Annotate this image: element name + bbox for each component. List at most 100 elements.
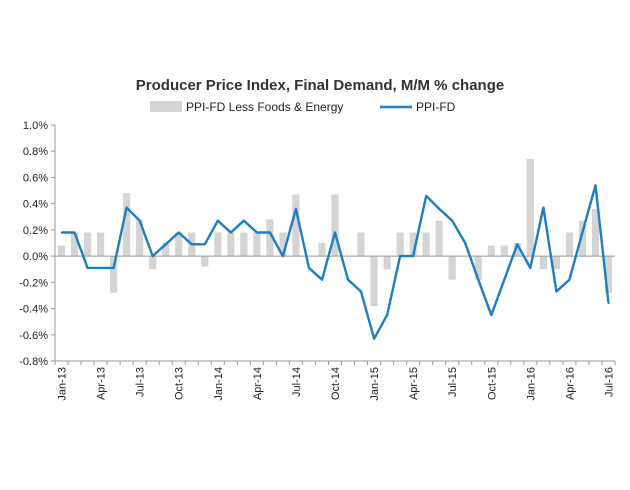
- line-point: [177, 231, 180, 234]
- y-tick-label: 0.4%: [23, 199, 48, 211]
- line-point: [125, 206, 128, 209]
- line-point: [99, 267, 102, 269]
- line-point: [490, 314, 493, 316]
- bar: [526, 159, 534, 257]
- x-tick-label: Jul-13: [135, 367, 147, 397]
- bar: [201, 256, 209, 267]
- line-point: [373, 337, 375, 340]
- bar: [279, 232, 287, 257]
- y-tick-label: -0.4%: [19, 304, 48, 316]
- line-point: [529, 267, 532, 269]
- line-point: [516, 243, 519, 246]
- line-point: [347, 278, 349, 281]
- line-point: [386, 314, 388, 316]
- y-tick-label: 0.6%: [23, 172, 48, 184]
- y-tick-label: -0.8%: [19, 356, 48, 368]
- line-point: [216, 219, 219, 222]
- line-point: [203, 243, 206, 246]
- bar: [500, 245, 508, 257]
- bar: [57, 245, 66, 257]
- bar: [97, 232, 105, 257]
- bar: [83, 232, 92, 257]
- line-point: [360, 290, 362, 293]
- bar: [175, 232, 183, 257]
- x-tick-label: Jan-14: [213, 367, 225, 401]
- bar: [370, 256, 378, 306]
- bar-series: [57, 159, 613, 306]
- bar: [357, 232, 365, 257]
- line-point: [594, 184, 597, 187]
- bar: [110, 256, 118, 293]
- bar: [136, 219, 144, 257]
- bar: [292, 194, 300, 257]
- bar: [396, 232, 404, 257]
- line-point: [190, 243, 193, 246]
- legend-line-label: PPI-FD: [416, 100, 456, 114]
- bar: [513, 243, 521, 257]
- y-tick-label: 0.8%: [23, 146, 48, 158]
- line-point: [607, 302, 610, 305]
- bar: [604, 256, 613, 293]
- line-point: [269, 231, 271, 234]
- x-tick-label: Oct-15: [486, 367, 498, 400]
- line-point: [295, 208, 297, 210]
- y-tick-label: 0.0%: [23, 251, 48, 263]
- bar: [214, 232, 222, 257]
- bar: [565, 232, 573, 257]
- bar: [383, 256, 391, 270]
- line-point: [334, 231, 336, 234]
- y-tick-label: 1.0%: [23, 120, 48, 132]
- x-tick-label: Jan-16: [525, 367, 537, 401]
- line-point: [256, 231, 258, 234]
- line-point: [555, 290, 558, 293]
- y-tick-label: -0.2%: [19, 277, 48, 289]
- line-point: [542, 206, 545, 209]
- bar: [409, 232, 417, 257]
- x-tick-label: Jan-15: [369, 367, 381, 401]
- legend-bar-label: PPI-FD Less Foods & Energy: [186, 100, 343, 114]
- line-point: [112, 267, 115, 269]
- line-point: [230, 231, 232, 234]
- line-point: [60, 231, 63, 234]
- x-tick-label: Oct-14: [330, 367, 342, 400]
- bar: [448, 256, 456, 280]
- line-point: [243, 219, 245, 222]
- bar: [70, 232, 79, 257]
- bar: [240, 232, 248, 257]
- x-tick-label: Jul-16: [603, 367, 615, 397]
- bar: [318, 243, 326, 257]
- line-point: [581, 231, 584, 234]
- bar: [162, 243, 170, 257]
- line-point: [151, 255, 154, 257]
- bar: [123, 193, 131, 257]
- line-point: [568, 278, 571, 281]
- bar: [474, 256, 482, 280]
- y-tick-label: 0.2%: [23, 225, 48, 237]
- bar: [578, 220, 587, 257]
- bar: [487, 245, 495, 257]
- line-point: [412, 255, 414, 257]
- bar: [253, 232, 261, 257]
- line-point: [425, 195, 427, 197]
- line-point: [438, 208, 440, 210]
- line-point: [73, 231, 76, 234]
- y-tick-label: -0.6%: [19, 330, 48, 342]
- bar: [552, 256, 560, 270]
- line-point: [138, 219, 141, 222]
- bar: [539, 256, 547, 270]
- x-tick-label: Apr-13: [96, 367, 108, 400]
- x-axis: Jan-13 Apr-13 Jul-13 Oct-13 Jan-14 Apr-14 Jul-…: [54, 360, 616, 401]
- line-point: [86, 267, 89, 269]
- legend-bar-swatch: [150, 101, 182, 112]
- x-tick-label: Oct-13: [174, 367, 186, 400]
- line-point: [477, 278, 480, 281]
- x-tick-label: Apr-14: [252, 367, 264, 400]
- x-tick-label: Apr-16: [564, 367, 576, 400]
- line-point: [282, 255, 284, 257]
- legend: PPI-FD Less Foods & Energy PPI-FD: [150, 100, 456, 114]
- x-tick-label: Jan-13: [57, 367, 69, 401]
- bar: [435, 220, 443, 257]
- bar: [227, 232, 235, 257]
